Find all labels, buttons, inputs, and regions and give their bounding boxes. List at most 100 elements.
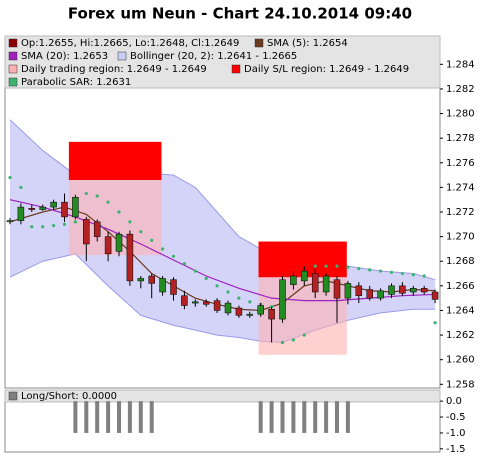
y-tick-label: -1.0 [446,428,466,439]
candle-body [104,236,112,255]
sar-dot [52,223,56,228]
sar-dot [84,191,88,196]
legend-marker [231,64,241,74]
legend-box [4,35,441,89]
y-tick-label: 1.260 [446,355,475,366]
candle-body [290,275,297,285]
candle-body [72,196,79,218]
bar [73,401,78,433]
y-tick-label: 1.274 [446,182,475,193]
sar-dot [193,269,197,273]
candle-body [355,285,363,296]
sar-dot [324,264,328,268]
bar [84,401,89,433]
candle-body [148,275,155,284]
bar [106,401,111,433]
sar-dot [106,200,110,204]
legend-marker [8,391,18,401]
legend-label: Long/Short: 0.0000 [21,391,117,402]
y-tick-label: 1.284 [446,59,475,70]
y-tick-label: 1.272 [446,207,475,218]
bar [138,401,143,433]
y-tick-label: -1.5 [446,444,466,455]
legend-marker [8,51,18,61]
bar [269,401,274,433]
sar-dot [139,230,143,234]
candle-body [420,288,428,293]
sar-dot [41,225,45,229]
legend-label: Bollinger (20, 2): 1.2641 - 1.2665 [130,51,297,62]
y-tick-label: 1.258 [446,379,475,390]
bar [258,401,263,433]
candle-body [93,221,101,237]
candle-body [235,307,243,316]
legend-label: Daily S/L region: 1.2649 - 1.2649 [244,64,409,75]
candle-body [126,233,134,282]
sar-dot [433,321,437,325]
legend-marker [8,77,18,87]
sar-dot [73,220,77,224]
y-tick-label: 1.264 [446,305,475,316]
sar-dot [95,194,99,198]
sar-dot [8,175,12,180]
sar-dot [389,270,394,274]
legend-marker [254,38,264,48]
bar [345,401,350,433]
legend-marker [8,64,18,74]
candle-body [137,278,145,282]
region [68,180,162,256]
candle-body [388,285,395,295]
sar-dot [19,185,23,189]
sar-dot [237,296,241,300]
candle-body [39,206,46,210]
candle-body [202,301,210,305]
candle-body [366,289,373,299]
sar-dot [346,265,350,269]
bar [127,401,132,433]
candle-body [333,279,341,299]
candle-body [431,291,439,300]
sar-dot [422,274,426,278]
candle-body [6,220,14,223]
y-tick-label: 1.268 [446,256,475,267]
legend-box [4,389,441,403]
sar-dot [400,271,404,276]
candle-body [115,233,123,252]
sar-dot [128,220,132,224]
legend-label: Daily trading region: 1.2649 - 1.2649 [21,64,207,75]
candle-body [17,206,25,221]
sar-dot [30,225,34,229]
legend-label: SMA (20): 1.2653 [21,51,108,62]
sar-dot [150,238,154,242]
sar-dot [368,268,372,272]
sar-dot [117,210,121,214]
sar-dot [291,338,295,342]
candle-body [28,208,36,210]
sar-dot [379,269,383,273]
bar [335,401,339,433]
candle-body [181,295,188,306]
sar-dot [313,264,317,268]
sar-dot [280,340,285,345]
candle-body [61,201,68,218]
candle-body [311,273,319,293]
candle-body [50,201,57,208]
sma-line [9,199,436,302]
sar-dot [161,247,165,251]
y-tick-label: -0.5 [446,412,466,423]
y-tick-label: 1.262 [446,330,475,341]
sar-dot [182,262,186,266]
bar [291,401,296,433]
candle-body [344,283,352,299]
bar [117,401,121,433]
bar [149,401,154,433]
candle-body [268,308,275,320]
bollinger-lower [9,253,436,343]
y-tick-label: 1.280 [446,109,475,120]
sar-dot [302,333,306,337]
candle-body [224,302,232,314]
legend-label: Op:1.2655, Hi:1.2665, Lo:1.2648, Cl:1.26… [21,38,239,49]
chart-title: Forex um Neun - Chart 24.10.2014 09:40 [68,5,412,23]
sar-dot [204,276,208,281]
